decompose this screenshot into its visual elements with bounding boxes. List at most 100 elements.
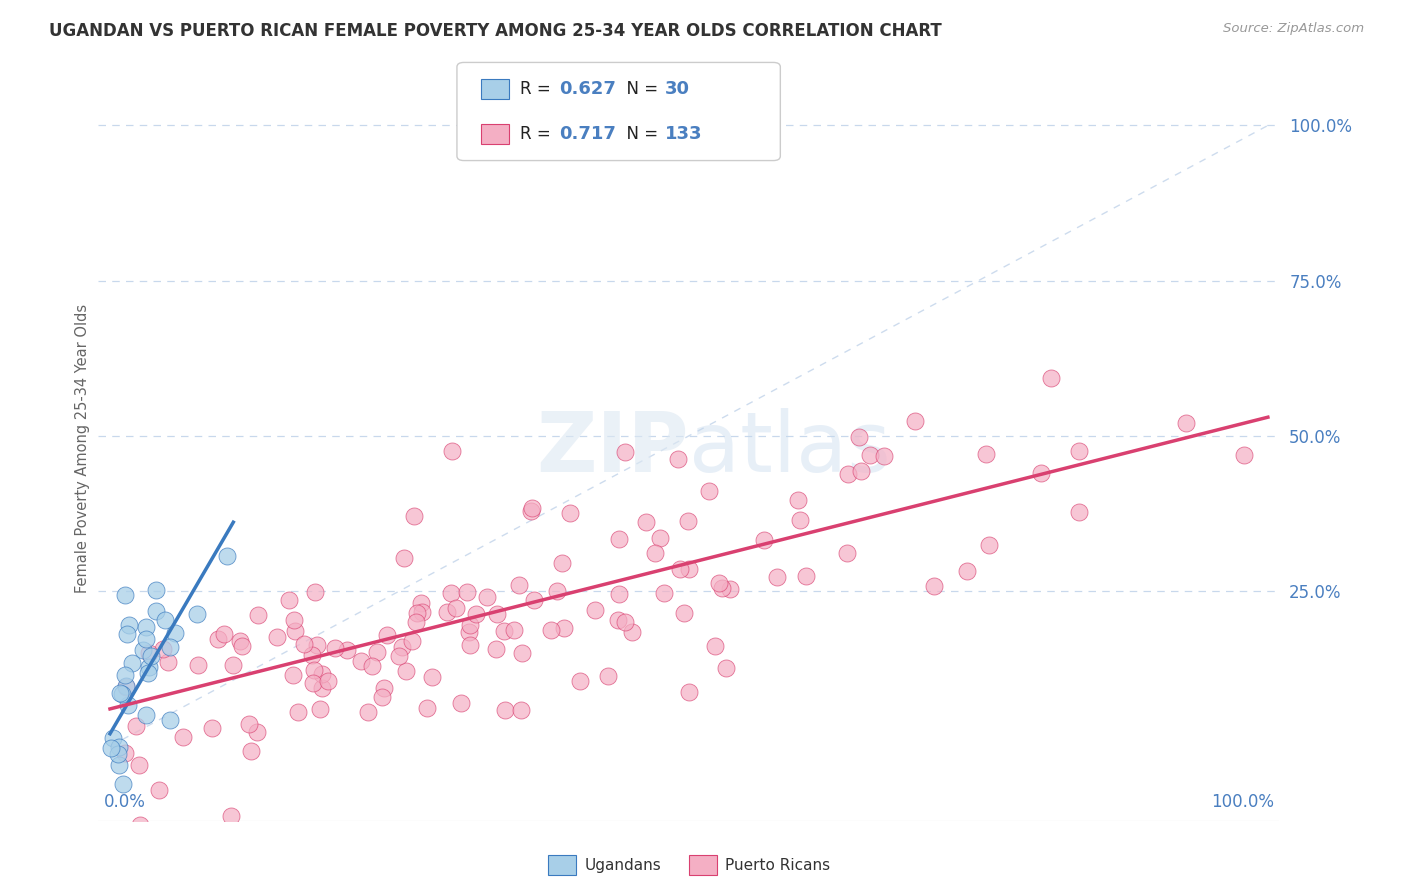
Point bbox=[607, 587, 630, 601]
Point bbox=[111, 687, 134, 701]
Point bbox=[704, 639, 727, 653]
Point bbox=[111, 777, 134, 791]
Point bbox=[277, 593, 299, 607]
Point bbox=[409, 596, 432, 610]
Text: 0.627: 0.627 bbox=[560, 80, 616, 98]
Point bbox=[492, 624, 515, 639]
Point bbox=[678, 684, 700, 698]
Point bbox=[596, 669, 619, 683]
Point bbox=[125, 718, 148, 732]
Point bbox=[152, 641, 174, 656]
Point bbox=[794, 568, 817, 582]
Point bbox=[207, 632, 229, 647]
Text: R =: R = bbox=[520, 80, 557, 98]
Point bbox=[1039, 371, 1062, 385]
Point bbox=[644, 546, 666, 560]
Point bbox=[974, 447, 997, 461]
Point bbox=[135, 620, 157, 634]
Point bbox=[107, 747, 129, 761]
Point bbox=[304, 585, 326, 599]
Point bbox=[238, 717, 260, 731]
Point bbox=[323, 640, 346, 655]
Point bbox=[787, 493, 810, 508]
Text: 0.0%: 0.0% bbox=[104, 793, 146, 812]
Point bbox=[187, 657, 209, 672]
Text: 0.717: 0.717 bbox=[560, 125, 616, 143]
Y-axis label: Female Poverty Among 25-34 Year Olds: Female Poverty Among 25-34 Year Olds bbox=[75, 303, 90, 593]
Point bbox=[172, 730, 194, 744]
Point bbox=[522, 501, 544, 516]
Point bbox=[676, 514, 699, 528]
Point bbox=[510, 703, 533, 717]
Point bbox=[114, 667, 136, 681]
Point bbox=[361, 659, 384, 673]
Point bbox=[118, 618, 141, 632]
Point bbox=[138, 660, 160, 674]
Point bbox=[873, 449, 896, 463]
Point bbox=[247, 608, 270, 623]
Point bbox=[107, 757, 129, 772]
Point bbox=[551, 556, 574, 570]
Point bbox=[977, 538, 1000, 552]
Text: Ugandans: Ugandans bbox=[585, 858, 662, 872]
Point bbox=[336, 642, 359, 657]
Point bbox=[707, 575, 730, 590]
Point bbox=[1175, 416, 1198, 430]
Text: ZIP: ZIP bbox=[537, 408, 689, 489]
Point bbox=[485, 641, 508, 656]
Point bbox=[835, 546, 858, 560]
Point bbox=[614, 615, 637, 629]
Text: 100.0%: 100.0% bbox=[1211, 793, 1274, 812]
Point bbox=[283, 613, 305, 627]
Point bbox=[540, 623, 562, 637]
Text: Puerto Ricans: Puerto Ricans bbox=[725, 858, 831, 872]
Point bbox=[145, 583, 167, 598]
Point bbox=[569, 674, 592, 689]
Point bbox=[153, 613, 176, 627]
Point bbox=[553, 620, 575, 634]
Point bbox=[148, 782, 170, 797]
Point bbox=[523, 592, 546, 607]
Point bbox=[440, 443, 463, 458]
Point bbox=[101, 731, 124, 746]
Point bbox=[114, 588, 136, 602]
Point bbox=[714, 661, 737, 675]
Point bbox=[652, 586, 675, 600]
Point bbox=[754, 533, 776, 547]
Point bbox=[402, 509, 425, 524]
Text: N =: N = bbox=[616, 80, 664, 98]
Point bbox=[436, 605, 458, 619]
Point bbox=[848, 430, 870, 444]
Point bbox=[139, 648, 162, 663]
Point bbox=[163, 625, 186, 640]
Point bbox=[115, 679, 138, 693]
Point bbox=[135, 708, 157, 723]
Point bbox=[583, 603, 606, 617]
Text: UGANDAN VS PUERTO RICAN FEMALE POVERTY AMONG 25-34 YEAR OLDS CORRELATION CHART: UGANDAN VS PUERTO RICAN FEMALE POVERTY A… bbox=[49, 22, 942, 40]
Point bbox=[391, 640, 413, 654]
Point bbox=[444, 600, 467, 615]
Point bbox=[132, 642, 155, 657]
Point bbox=[859, 448, 882, 462]
Point bbox=[1069, 505, 1091, 519]
Point bbox=[956, 564, 979, 578]
Text: atlas: atlas bbox=[689, 408, 890, 489]
Point bbox=[485, 607, 508, 622]
Point bbox=[108, 739, 131, 754]
Point bbox=[458, 639, 481, 653]
Point bbox=[311, 666, 333, 681]
Point bbox=[678, 562, 700, 576]
Point bbox=[789, 513, 811, 527]
Text: Source: ZipAtlas.com: Source: ZipAtlas.com bbox=[1223, 22, 1364, 36]
Point bbox=[416, 701, 439, 715]
Point bbox=[212, 627, 235, 641]
Point bbox=[392, 551, 415, 566]
Point bbox=[1069, 443, 1091, 458]
Point bbox=[311, 681, 333, 695]
Point bbox=[710, 582, 733, 596]
Text: 30: 30 bbox=[665, 80, 690, 98]
Point bbox=[375, 628, 398, 642]
Point bbox=[219, 809, 242, 823]
Point bbox=[287, 705, 309, 719]
Point bbox=[464, 607, 486, 621]
